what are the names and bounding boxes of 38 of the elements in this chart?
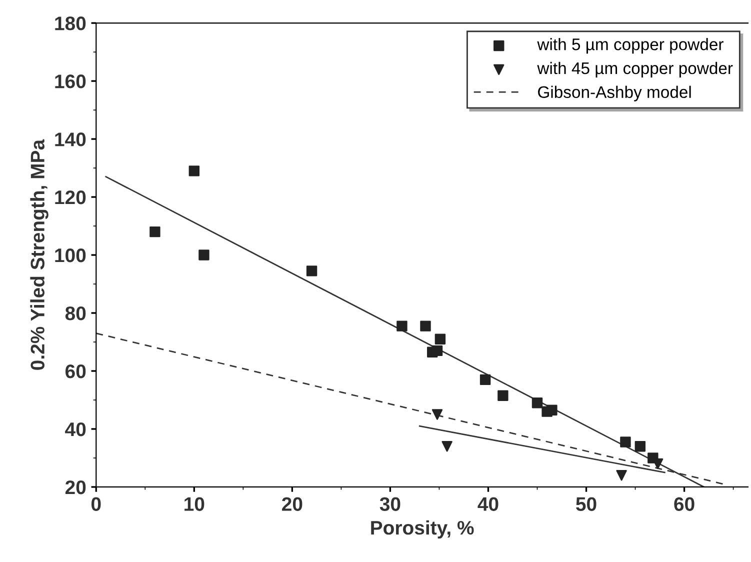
- y-tick-label: 80: [65, 306, 86, 320]
- point: [396, 320, 408, 332]
- legend-label: Gibson-Ashby model: [538, 86, 691, 102]
- x-tick-label: 60: [674, 497, 694, 511]
- point: [616, 470, 627, 481]
- x-tick-label: 40: [478, 497, 498, 511]
- point: [634, 441, 646, 452]
- point: [498, 390, 508, 401]
- x-tick-label: 20: [282, 497, 302, 511]
- y-tick-label: 40: [65, 422, 86, 436]
- point: [198, 250, 210, 260]
- point: [620, 436, 631, 448]
- legend-label: with 5 µm copper powder: [537, 38, 724, 54]
- y-tick-label: 60: [65, 364, 86, 378]
- point: [434, 334, 446, 344]
- point: [432, 409, 443, 420]
- x-tick-label: 10: [184, 497, 204, 511]
- x-tick-label: 0: [91, 497, 101, 511]
- x-tick-label: 50: [576, 497, 596, 511]
- point: [432, 345, 443, 356]
- point: [442, 441, 452, 452]
- point: [546, 404, 558, 416]
- x-axis-title: Porosity, %: [371, 520, 474, 539]
- y-tick-label: 140: [55, 132, 86, 146]
- y-tick-label: 120: [55, 190, 86, 204]
- y-tick-label: 180: [55, 16, 86, 30]
- y-tick-label: 160: [55, 74, 86, 88]
- point: [306, 266, 318, 276]
- legend-label: with 45 µm copper powder: [537, 62, 733, 78]
- y-tick-label: 20: [65, 480, 86, 494]
- y-axis-title: 0.2% Yiled Strength, MPa: [30, 139, 48, 370]
- point: [532, 398, 543, 408]
- point: [420, 320, 431, 332]
- x-tick-label: 30: [380, 497, 400, 512]
- y-tick-label: 100: [55, 248, 86, 262]
- point: [480, 374, 491, 386]
- point: [188, 166, 200, 176]
- point: [150, 226, 160, 238]
